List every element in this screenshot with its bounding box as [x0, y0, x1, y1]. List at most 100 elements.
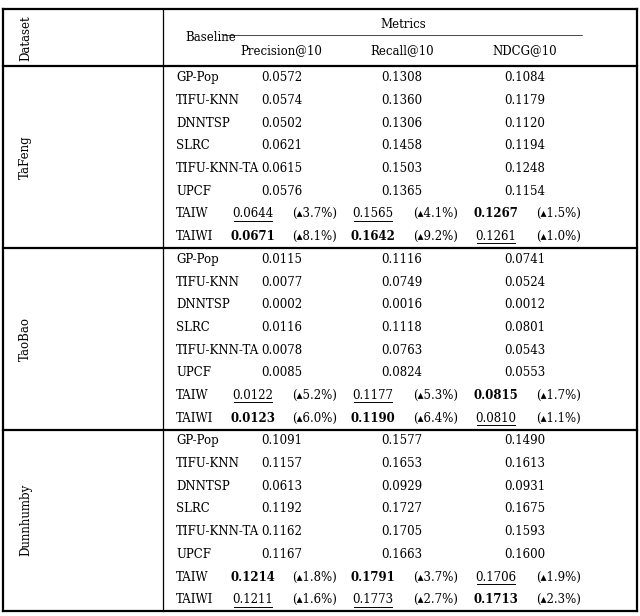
Text: 0.1642: 0.1642: [351, 230, 396, 243]
Text: TaFeng: TaFeng: [19, 136, 32, 179]
Text: 0.0763: 0.0763: [381, 344, 422, 357]
Text: 0.1600: 0.1600: [504, 548, 545, 561]
Text: 0.1116: 0.1116: [381, 253, 422, 266]
Text: 0.1705: 0.1705: [381, 525, 422, 538]
Text: (▴4.1%): (▴4.1%): [413, 208, 458, 221]
Text: 0.1458: 0.1458: [381, 139, 422, 152]
Text: 0.0615: 0.0615: [261, 162, 302, 175]
Text: 0.0574: 0.0574: [261, 94, 302, 107]
Text: TIFU-KNN-TA: TIFU-KNN-TA: [176, 344, 259, 357]
Text: 0.0929: 0.0929: [381, 480, 422, 493]
Text: 0.1248: 0.1248: [504, 162, 545, 175]
Text: 0.1162: 0.1162: [261, 525, 302, 538]
Text: TIFU-KNN-TA: TIFU-KNN-TA: [176, 162, 259, 175]
Text: 0.0115: 0.0115: [261, 253, 302, 266]
Text: Precision@10: Precision@10: [241, 44, 323, 57]
Text: (▴1.0%): (▴1.0%): [536, 230, 580, 243]
Text: UPCF: UPCF: [176, 185, 211, 198]
Text: 0.1360: 0.1360: [381, 94, 422, 107]
Text: 0.1713: 0.1713: [474, 593, 518, 606]
Text: 0.0621: 0.0621: [261, 139, 302, 152]
Text: 0.1653: 0.1653: [381, 457, 422, 470]
Text: 0.1211: 0.1211: [232, 593, 273, 606]
Text: TIFU-KNN: TIFU-KNN: [176, 275, 240, 288]
Text: 0.0002: 0.0002: [261, 298, 302, 311]
Text: SLRC: SLRC: [176, 321, 210, 334]
Text: 0.0012: 0.0012: [504, 298, 545, 311]
Text: Dunnhumby: Dunnhumby: [19, 484, 32, 556]
Text: TAIWI: TAIWI: [176, 230, 213, 243]
Text: 0.0749: 0.0749: [381, 275, 422, 288]
Text: 0.1120: 0.1120: [504, 116, 545, 129]
Text: (▴6.0%): (▴6.0%): [292, 411, 337, 424]
Text: DNNTSP: DNNTSP: [176, 116, 230, 129]
Text: 0.1214: 0.1214: [230, 570, 275, 583]
Text: 0.0078: 0.0078: [261, 344, 302, 357]
Text: TIFU-KNN-TA: TIFU-KNN-TA: [176, 525, 259, 538]
Text: 0.0543: 0.0543: [504, 344, 545, 357]
Text: 0.0671: 0.0671: [230, 230, 275, 243]
Text: UPCF: UPCF: [176, 367, 211, 379]
Text: 0.1773: 0.1773: [353, 593, 394, 606]
Text: (▴6.4%): (▴6.4%): [413, 411, 458, 424]
Text: (▴2.7%): (▴2.7%): [413, 593, 458, 606]
Text: (▴1.5%): (▴1.5%): [536, 208, 580, 221]
Text: 0.0116: 0.0116: [261, 321, 302, 334]
Text: (▴1.8%): (▴1.8%): [292, 570, 337, 583]
Text: SLRC: SLRC: [176, 503, 210, 516]
Text: (▴1.6%): (▴1.6%): [292, 593, 337, 606]
Text: GP-Pop: GP-Pop: [176, 434, 219, 447]
Text: 0.1490: 0.1490: [504, 434, 545, 447]
Text: 0.1663: 0.1663: [381, 548, 422, 561]
Text: TAIW: TAIW: [176, 389, 209, 402]
Text: 0.1167: 0.1167: [261, 548, 302, 561]
Text: 0.0644: 0.0644: [232, 208, 273, 221]
Text: 0.1261: 0.1261: [476, 230, 516, 243]
Text: 0.1091: 0.1091: [261, 434, 302, 447]
Text: 0.1577: 0.1577: [381, 434, 422, 447]
Text: 0.1727: 0.1727: [381, 503, 422, 516]
Text: TIFU-KNN: TIFU-KNN: [176, 457, 240, 470]
Text: 0.1154: 0.1154: [504, 185, 545, 198]
Text: 0.0524: 0.0524: [504, 275, 545, 288]
Text: Dataset: Dataset: [19, 15, 32, 60]
Text: DNNTSP: DNNTSP: [176, 298, 230, 311]
Text: (▴2.3%): (▴2.3%): [536, 593, 580, 606]
Text: 0.0815: 0.0815: [474, 389, 518, 402]
Text: GP-Pop: GP-Pop: [176, 253, 219, 266]
Text: 0.1308: 0.1308: [381, 71, 422, 84]
Text: 0.0931: 0.0931: [504, 480, 545, 493]
Text: 0.1593: 0.1593: [504, 525, 545, 538]
Text: (▴9.2%): (▴9.2%): [413, 230, 458, 243]
Text: 0.1118: 0.1118: [381, 321, 422, 334]
Text: (▴3.7%): (▴3.7%): [292, 208, 337, 221]
Text: 0.0077: 0.0077: [261, 275, 302, 288]
Text: 0.1177: 0.1177: [353, 389, 394, 402]
Text: 0.0502: 0.0502: [261, 116, 302, 129]
Text: 0.0741: 0.0741: [504, 253, 545, 266]
Text: GP-Pop: GP-Pop: [176, 71, 219, 84]
Text: (▴1.7%): (▴1.7%): [536, 389, 580, 402]
Text: 0.1194: 0.1194: [504, 139, 545, 152]
Text: 0.1267: 0.1267: [474, 208, 518, 221]
Text: 0.0122: 0.0122: [232, 389, 273, 402]
Text: (▴1.1%): (▴1.1%): [536, 411, 580, 424]
Text: 0.1179: 0.1179: [504, 94, 545, 107]
Text: UPCF: UPCF: [176, 548, 211, 561]
Text: 0.1675: 0.1675: [504, 503, 545, 516]
Text: 0.0123: 0.0123: [230, 411, 275, 424]
Text: 0.1192: 0.1192: [261, 503, 302, 516]
Text: 0.1565: 0.1565: [353, 208, 394, 221]
Text: Recall@10: Recall@10: [370, 44, 434, 57]
Text: 0.1503: 0.1503: [381, 162, 422, 175]
Text: TAIWI: TAIWI: [176, 411, 213, 424]
Text: NDCG@10: NDCG@10: [493, 44, 557, 57]
Text: 0.0085: 0.0085: [261, 367, 302, 379]
Text: Metrics: Metrics: [380, 18, 426, 31]
Text: TAIWI: TAIWI: [176, 593, 213, 606]
Text: (▴5.3%): (▴5.3%): [413, 389, 458, 402]
Text: 0.1791: 0.1791: [351, 570, 396, 583]
Text: 0.1613: 0.1613: [504, 457, 545, 470]
Text: DNNTSP: DNNTSP: [176, 480, 230, 493]
Text: 0.0810: 0.0810: [476, 411, 516, 424]
